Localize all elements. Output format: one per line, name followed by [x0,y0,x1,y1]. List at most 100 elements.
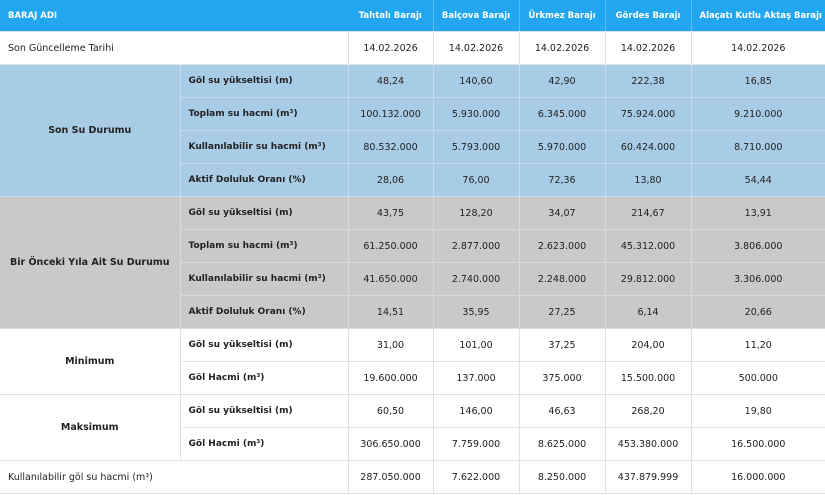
dam-name: Ürkmez Barajı [519,0,606,32]
value-cell: 3.306.000 [690,262,825,296]
table-row: Aktif Doluluk Oranı (%) 28,06 76,00 72,36 13… [0,163,825,197]
value-cell: 8.625.000 [518,427,606,461]
value-cell: 268,20 [604,394,692,428]
group-label: Maksimum [0,394,180,461]
metric-label: Kullanılabilir su hacmi (m³) [179,262,349,296]
metric-label: Göl su yükseltisi (m) [179,196,349,230]
value-cell: 3.806.000 [690,229,825,263]
value-cell: 61.250.000 [347,229,434,263]
value-cell: 7.622.000 [432,460,520,494]
value-cell: 5.793.000 [432,130,520,164]
value-cell: 2.877.000 [432,229,520,263]
value-cell: 48,24 [347,64,434,98]
value-cell: 45.312.000 [604,229,692,263]
table-row: Aktif Doluluk Oranı (%) 14,51 35,95 27,25 6,… [0,295,825,329]
metric-label: Toplam su hacmi (m³) [179,97,349,131]
date-cell: 14.02.2026 [604,31,692,65]
value-cell: 15.500.000 [604,361,692,395]
row-label: Son Güncelleme Tarihi [0,31,349,65]
table-row: Toplam su hacmi (m³) 61.250.000 2.877.000 2… [0,229,825,263]
table-row: Maksimum Göl su yükseltisi (m) 60,50 146,00… [0,394,825,461]
value-cell: 31,00 [347,328,434,362]
header-label: BARAJ ADI [0,0,349,32]
value-cell: 60,50 [347,394,434,428]
value-cell: 204,00 [604,328,692,362]
value-cell: 306.650.000 [347,427,434,461]
date-cell: 14.02.2026 [518,31,606,65]
metric-label: Toplam su hacmi (m³) [179,229,349,263]
value-cell: 214,67 [604,196,692,230]
table-row: Son Güncelleme Tarihi 14.02.2026 14.02.202… [0,31,825,65]
value-cell: 5.930.000 [432,97,520,131]
value-cell: 29.812.000 [604,262,692,296]
dam-name: Tahtalı Barajı [348,0,434,32]
value-cell: 500.000 [690,361,825,395]
value-cell: 375.000 [518,361,606,395]
value-cell: 222,38 [604,64,692,98]
value-cell: 42,90 [518,64,606,98]
dam-name: Gördes Barajı [605,0,692,32]
value-cell: 43,75 [347,196,434,230]
value-cell: 8.250.000 [518,460,606,494]
value-cell: 2.248.000 [518,262,606,296]
value-cell: 16.000.000 [690,460,825,494]
table-row: Göl Hacmi (m³) 306.650.000 7.759.000 8.625.… [0,427,825,461]
value-cell: 37,25 [518,328,606,362]
dam-name: Balçova Barajı [433,0,520,32]
table-row: Göl Hacmi (m³) 19.600.000 137.000 375.000 15… [0,361,825,395]
value-cell: 9.210.000 [690,97,825,131]
value-cell: 128,20 [432,196,520,230]
table-row: Kullanılabilir göl su hacmi (m³) 287.050.… [0,460,825,494]
value-cell: 2.623.000 [518,229,606,263]
value-cell: 16.500.000 [690,427,825,461]
value-cell: 140,60 [432,64,520,98]
metric-label: Aktif Doluluk Oranı (%) [179,295,349,329]
value-cell: 11,20 [690,328,825,362]
date-cell: 14.02.2026 [347,31,434,65]
value-cell: 27,25 [518,295,606,329]
value-cell: 46,63 [518,394,606,428]
metric-label: Aktif Doluluk Oranı (%) [179,163,349,197]
row-label: Kullanılabilir göl su hacmi (m³) [0,460,349,494]
value-cell: 453.380.000 [604,427,692,461]
value-cell: 76,00 [432,163,520,197]
table-row: Bir Önceki Yıla Ait Su Durumu Göl su yüks… [0,196,825,329]
value-cell: 146,00 [432,394,520,428]
value-cell: 287.050.000 [347,460,434,494]
value-cell: 13,80 [604,163,692,197]
table-row: Son Su Durumu Göl su yükseltisi (m) 48,24 1… [0,64,825,197]
value-cell: 19.600.000 [347,361,434,395]
value-cell: 6.345.000 [518,97,606,131]
metric-label: Göl su yükseltisi (m) [179,328,349,362]
table-row: Kullanılabilir su hacmi (m³) 41.650.000 2.… [0,262,825,296]
value-cell: 54,44 [690,163,825,197]
value-cell: 13,91 [690,196,825,230]
value-cell: 437.879.999 [604,460,692,494]
metric-label: Göl Hacmi (m³) [179,427,349,461]
table-row: Kullanılabilir su hacmi (m³) 80.532.000 5.… [0,130,825,164]
value-cell: 28,06 [347,163,434,197]
value-cell: 8.710.000 [690,130,825,164]
value-cell: 60.424.000 [604,130,692,164]
metric-label: Göl su yükseltisi (m) [179,394,349,428]
table-row: Minimum Göl su yükseltisi (m) 31,00 101,00 3… [0,328,825,395]
value-cell: 35,95 [432,295,520,329]
metric-label: Göl Hacmi (m³) [179,361,349,395]
value-cell: 2.740.000 [432,262,520,296]
value-cell: 34,07 [518,196,606,230]
value-cell: 19,80 [690,394,825,428]
value-cell: 101,00 [432,328,520,362]
value-cell: 75.924.000 [604,97,692,131]
value-cell: 20,66 [690,295,825,329]
group-label: Bir Önceki Yıla Ait Su Durumu [0,196,180,329]
table-row: Toplam su hacmi (m³) 100.132.000 5.930.000… [0,97,825,131]
dam-name: Alaçatı Kutlu Aktaş Barajı [691,0,825,32]
value-cell: 72,36 [518,163,606,197]
value-cell: 6,14 [604,295,692,329]
group-label: Son Su Durumu [0,64,180,197]
value-cell: 16,85 [690,64,825,98]
value-cell: 41.650.000 [347,262,434,296]
date-cell: 14.02.2026 [690,31,825,65]
